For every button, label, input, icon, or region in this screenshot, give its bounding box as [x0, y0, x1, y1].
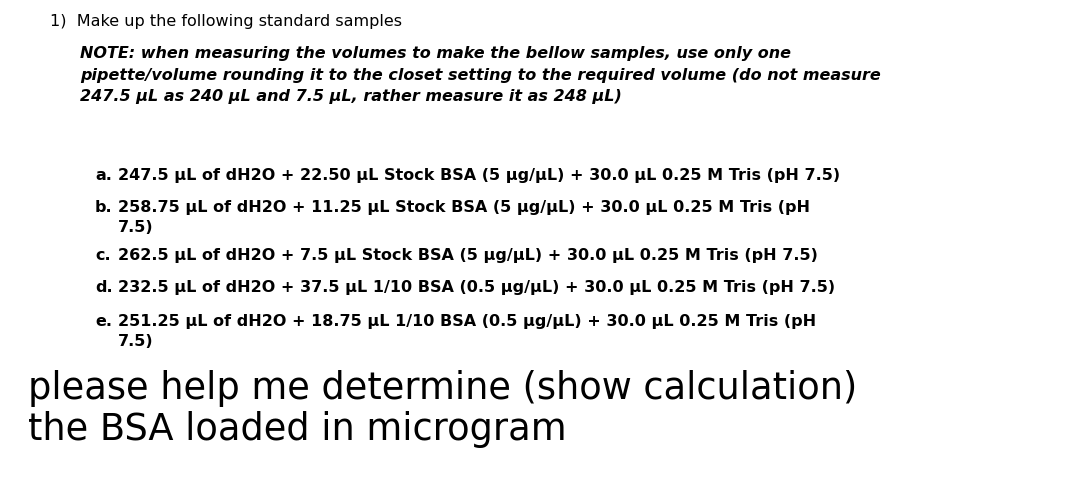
Text: e.: e. — [95, 314, 112, 329]
Text: a.: a. — [95, 168, 112, 183]
Text: d.: d. — [95, 280, 112, 295]
Text: 1)  Make up the following standard samples: 1) Make up the following standard sample… — [50, 14, 402, 29]
Text: please help me determine (show calculation)
the BSA loaded in microgram: please help me determine (show calculati… — [28, 370, 858, 449]
Text: NOTE: when measuring the volumes to make the bellow samples, use only one
pipett: NOTE: when measuring the volumes to make… — [80, 46, 881, 104]
Text: 258.75 μL of dH2O + 11.25 μL Stock BSA (5 μg/μL) + 30.0 μL 0.25 M Tris (pH
7.5): 258.75 μL of dH2O + 11.25 μL Stock BSA (… — [118, 200, 810, 235]
Text: 247.5 μL of dH2O + 22.50 μL Stock BSA (5 μg/μL) + 30.0 μL 0.25 M Tris (pH 7.5): 247.5 μL of dH2O + 22.50 μL Stock BSA (5… — [118, 168, 840, 183]
Text: 232.5 μL of dH2O + 37.5 μL 1/10 BSA (0.5 μg/μL) + 30.0 μL 0.25 M Tris (pH 7.5): 232.5 μL of dH2O + 37.5 μL 1/10 BSA (0.5… — [118, 280, 835, 295]
Text: 262.5 μL of dH2O + 7.5 μL Stock BSA (5 μg/μL) + 30.0 μL 0.25 M Tris (pH 7.5): 262.5 μL of dH2O + 7.5 μL Stock BSA (5 μ… — [118, 248, 818, 263]
Text: 251.25 μL of dH2O + 18.75 μL 1/10 BSA (0.5 μg/μL) + 30.0 μL 0.25 M Tris (pH
7.5): 251.25 μL of dH2O + 18.75 μL 1/10 BSA (0… — [118, 314, 816, 349]
Text: b.: b. — [95, 200, 112, 215]
Text: c.: c. — [95, 248, 110, 263]
